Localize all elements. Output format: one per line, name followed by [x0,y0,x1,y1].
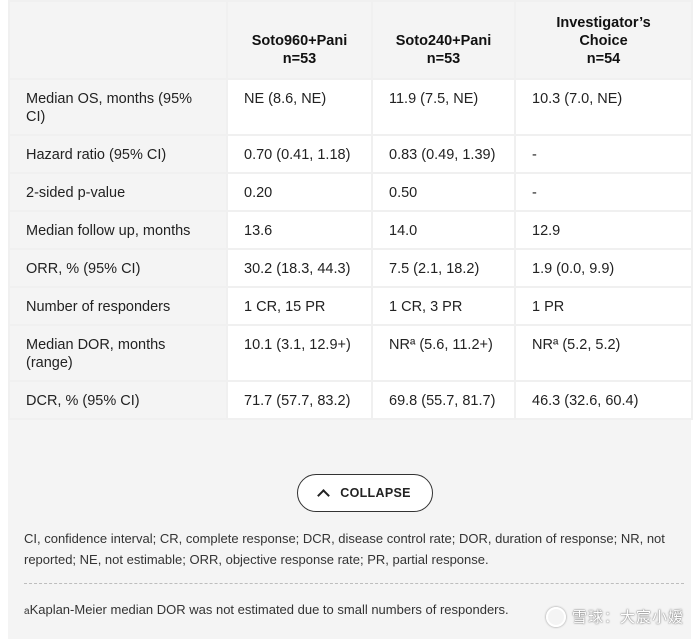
table-cell: 11.9 (7.5, NE) [371,78,516,136]
row-label: ORR, % (95% CI) [8,248,228,288]
table-cell: 14.0 [371,210,516,250]
row-label: 2-sided p-value [8,172,228,212]
table-header-row: Soto960+Pani n=53 Soto240+Pani n=53 Inve… [8,0,693,80]
table-cell: 71.7 (57.7, 83.2) [226,380,373,420]
header-corner [8,0,228,80]
table-row: Number of responders 1 CR, 15 PR 1 CR, 3… [8,286,693,326]
collapse-button[interactable]: COLLAPSE [297,474,433,512]
row-label: Median OS, months (95% CI) [8,78,228,136]
table-cell: NE (8.6, NE) [226,78,373,136]
table-row: 2-sided p-value 0.20 0.50 - [8,172,693,212]
dor-footnote: aKaplan-Meier median DOR was not estimat… [24,599,684,622]
table-cell: 0.83 (0.49, 1.39) [371,134,516,174]
table-cell: 13.6 [226,210,373,250]
table-row: DCR, % (95% CI) 71.7 (57.7, 83.2) 69.8 (… [8,380,693,420]
results-table: Soto960+Pani n=53 Soto240+Pani n=53 Inve… [8,0,693,420]
footnote-divider [24,583,684,584]
watermark-text: 雪球：大宸小嫒 [571,609,684,626]
table-cell: 1.9 (0.0, 9.9) [514,248,693,288]
table-row: Median DOR, months (range) 10.1 (3.1, 12… [8,324,693,382]
table-cell: 10.3 (7.0, NE) [514,78,693,136]
table-cell: 0.50 [371,172,516,212]
table-cell: 69.8 (55.7, 81.7) [371,380,516,420]
results-panel: Soto960+Pani n=53 Soto240+Pani n=53 Inve… [8,0,693,639]
row-label: Median DOR, months (range) [8,324,228,382]
abbreviations-footnote: CI, confidence interval; CR, complete re… [24,531,665,567]
table-cell: 30.2 (18.3, 44.3) [226,248,373,288]
table-row: Median follow up, months 13.6 14.0 12.9 [8,210,693,250]
watermark: 雪球：大宸小嫒 [545,606,684,627]
table-row: ORR, % (95% CI) 30.2 (18.3, 44.3) 7.5 (2… [8,248,693,288]
snowball-logo-icon [545,606,566,627]
row-label: Median follow up, months [8,210,228,250]
table-cell: 1 PR [514,286,693,326]
table-cell: 10.1 (3.1, 12.9+) [226,324,373,382]
table-cell: - [514,134,693,174]
header-investigators-choice: Investigator’s Choice n=54 [514,0,693,80]
header-soto240-pani: Soto240+Pani n=53 [371,0,516,80]
header-soto960-pani: Soto960+Pani n=53 [226,0,373,80]
table-cell: NRª (5.2, 5.2) [514,324,693,382]
chevron-up-icon [317,488,331,502]
table-cell: - [514,172,693,212]
row-label: Number of responders [8,286,228,326]
footnote-marker: a [24,606,30,617]
table-cell: 0.20 [226,172,373,212]
table-row: Median OS, months (95% CI) NE (8.6, NE) … [8,78,693,136]
collapse-button-label: COLLAPSE [340,486,411,500]
row-label: Hazard ratio (95% CI) [8,134,228,174]
footnote-text: Kaplan-Meier median DOR was not estimate… [29,602,509,617]
table-cell: 0.70 (0.41, 1.18) [226,134,373,174]
table-cell: 46.3 (32.6, 60.4) [514,380,693,420]
table-row: Hazard ratio (95% CI) 0.70 (0.41, 1.18) … [8,134,693,174]
table-cell: 12.9 [514,210,693,250]
table-cell: NRª (5.6, 11.2+) [371,324,516,382]
table-cell: 1 CR, 15 PR [226,286,373,326]
table-cell: 7.5 (2.1, 18.2) [371,248,516,288]
row-label: DCR, % (95% CI) [8,380,228,420]
table-cell: 1 CR, 3 PR [371,286,516,326]
